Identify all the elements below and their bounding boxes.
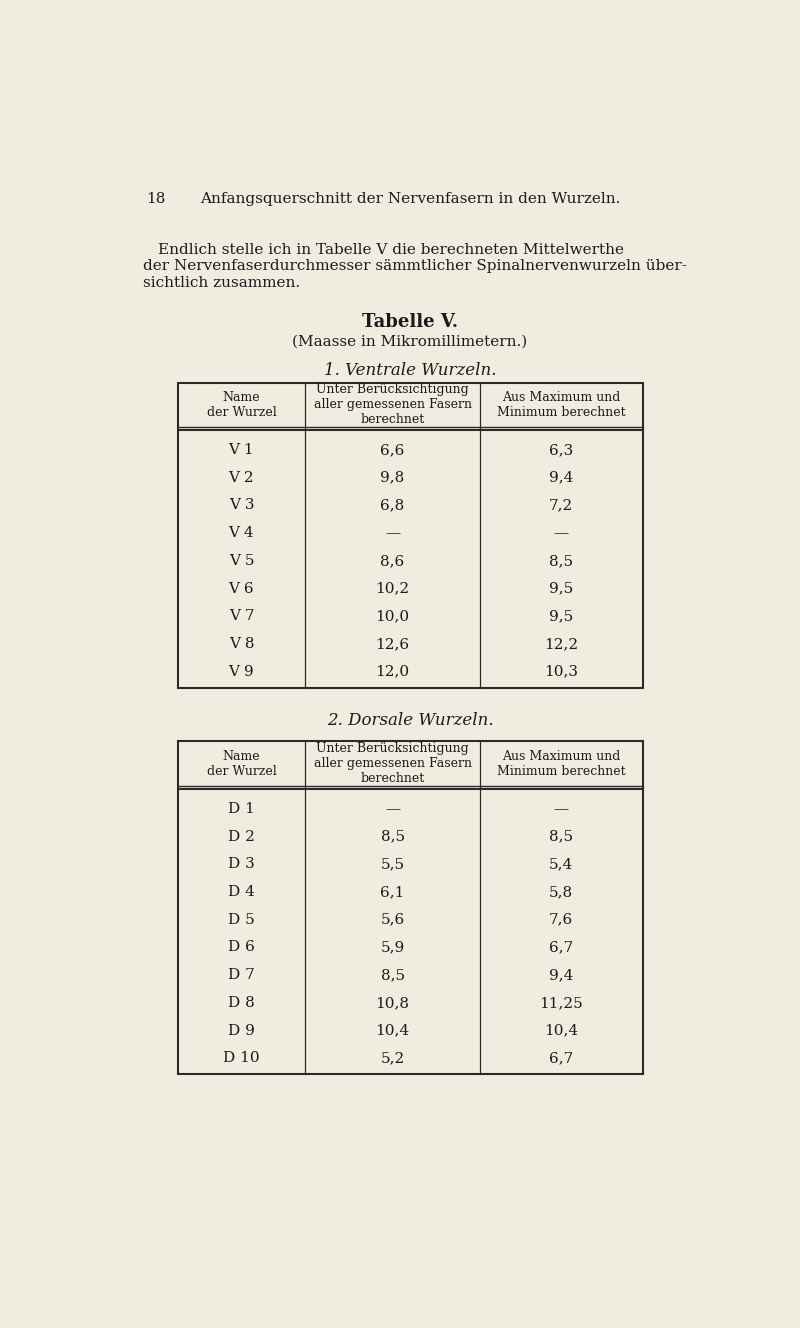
Text: 5,6: 5,6	[381, 912, 405, 927]
Text: 8,5: 8,5	[381, 830, 405, 843]
Text: 9,5: 9,5	[549, 610, 574, 623]
Text: 9,4: 9,4	[549, 470, 574, 485]
Text: Unter Berücksichtigung
aller gemessenen Fasern
berechnet: Unter Berücksichtigung aller gemessenen …	[314, 384, 471, 426]
Text: 12,6: 12,6	[375, 637, 410, 651]
Text: 10,4: 10,4	[544, 1024, 578, 1037]
Text: 5,9: 5,9	[381, 940, 405, 955]
Text: 8,5: 8,5	[381, 968, 405, 983]
Text: Unter Berücksichtigung
aller gemessenen Fasern
berechnet: Unter Berücksichtigung aller gemessenen …	[314, 742, 471, 785]
Text: V 4: V 4	[229, 526, 254, 540]
Text: 7,6: 7,6	[549, 912, 574, 927]
Text: D 1: D 1	[228, 802, 255, 815]
Text: 6,1: 6,1	[380, 884, 405, 899]
Text: —: —	[554, 526, 569, 540]
Text: 1. Ventrale Wurzeln.: 1. Ventrale Wurzeln.	[324, 361, 496, 378]
Text: 5,8: 5,8	[549, 884, 573, 899]
Text: Tabelle V.: Tabelle V.	[362, 313, 458, 332]
Text: 6,8: 6,8	[381, 498, 405, 513]
Text: D 6: D 6	[228, 940, 255, 955]
Text: 6,7: 6,7	[549, 940, 574, 955]
Text: 10,3: 10,3	[544, 665, 578, 679]
Text: D 3: D 3	[228, 858, 255, 871]
Text: Name
der Wurzel: Name der Wurzel	[206, 390, 276, 420]
Text: 2. Dorsale Wurzeln.: 2. Dorsale Wurzeln.	[326, 712, 494, 729]
Text: 9,5: 9,5	[549, 582, 574, 596]
Text: Anfangsquerschnitt der Nervenfasern in den Wurzeln.: Anfangsquerschnitt der Nervenfasern in d…	[200, 193, 620, 206]
Text: V 3: V 3	[229, 498, 254, 513]
Text: 12,0: 12,0	[375, 665, 410, 679]
Text: 5,5: 5,5	[381, 858, 405, 871]
Text: Endlich stelle ich in Tabelle V die berechneten Mittelwerthe: Endlich stelle ich in Tabelle V die bere…	[158, 243, 624, 256]
Text: D 4: D 4	[228, 884, 255, 899]
Text: 6,6: 6,6	[380, 444, 405, 457]
Text: V 7: V 7	[229, 610, 254, 623]
Text: —: —	[554, 802, 569, 815]
Text: D 7: D 7	[228, 968, 255, 983]
Text: 9,4: 9,4	[549, 968, 574, 983]
Text: 18: 18	[146, 193, 166, 206]
Text: 11,25: 11,25	[539, 996, 583, 1009]
Text: 8,6: 8,6	[381, 554, 405, 568]
Text: V 5: V 5	[229, 554, 254, 568]
Text: 9,8: 9,8	[381, 470, 405, 485]
Text: —: —	[385, 802, 400, 815]
Text: V 1: V 1	[229, 444, 254, 457]
Text: (Maasse in Mikromillimetern.): (Maasse in Mikromillimetern.)	[292, 335, 528, 349]
Text: Aus Maximum und
Minimum berechnet: Aus Maximum und Minimum berechnet	[497, 390, 626, 420]
Text: D 8: D 8	[228, 996, 255, 1009]
Bar	[178, 382, 642, 688]
Text: V 2: V 2	[229, 470, 254, 485]
Bar	[178, 741, 642, 1074]
Text: D 2: D 2	[228, 830, 255, 843]
Text: 6,7: 6,7	[549, 1052, 574, 1065]
Text: —: —	[385, 526, 400, 540]
Text: 5,2: 5,2	[381, 1052, 405, 1065]
Text: Aus Maximum und
Minimum berechnet: Aus Maximum und Minimum berechnet	[497, 750, 626, 778]
Text: D 5: D 5	[228, 912, 255, 927]
Text: V 8: V 8	[229, 637, 254, 651]
Text: 5,4: 5,4	[549, 858, 574, 871]
Text: V 6: V 6	[229, 582, 254, 596]
Text: 8,5: 8,5	[549, 554, 573, 568]
Text: 8,5: 8,5	[549, 830, 573, 843]
Text: Name
der Wurzel: Name der Wurzel	[206, 750, 276, 778]
Text: 6,3: 6,3	[549, 444, 574, 457]
Text: 10,0: 10,0	[375, 610, 410, 623]
Text: sichtlich zusammen.: sichtlich zusammen.	[142, 276, 300, 291]
Text: 10,4: 10,4	[375, 1024, 410, 1037]
Text: V 9: V 9	[229, 665, 254, 679]
Text: der Nervenfaserdurchmesser sämmtlicher Spinalnervenwurzeln über-: der Nervenfaserdurchmesser sämmtlicher S…	[142, 259, 686, 274]
Text: 10,2: 10,2	[375, 582, 410, 596]
Text: 12,2: 12,2	[544, 637, 578, 651]
Text: 7,2: 7,2	[549, 498, 574, 513]
Text: D 9: D 9	[228, 1024, 255, 1037]
Text: D 10: D 10	[223, 1052, 260, 1065]
Text: 10,8: 10,8	[375, 996, 410, 1009]
